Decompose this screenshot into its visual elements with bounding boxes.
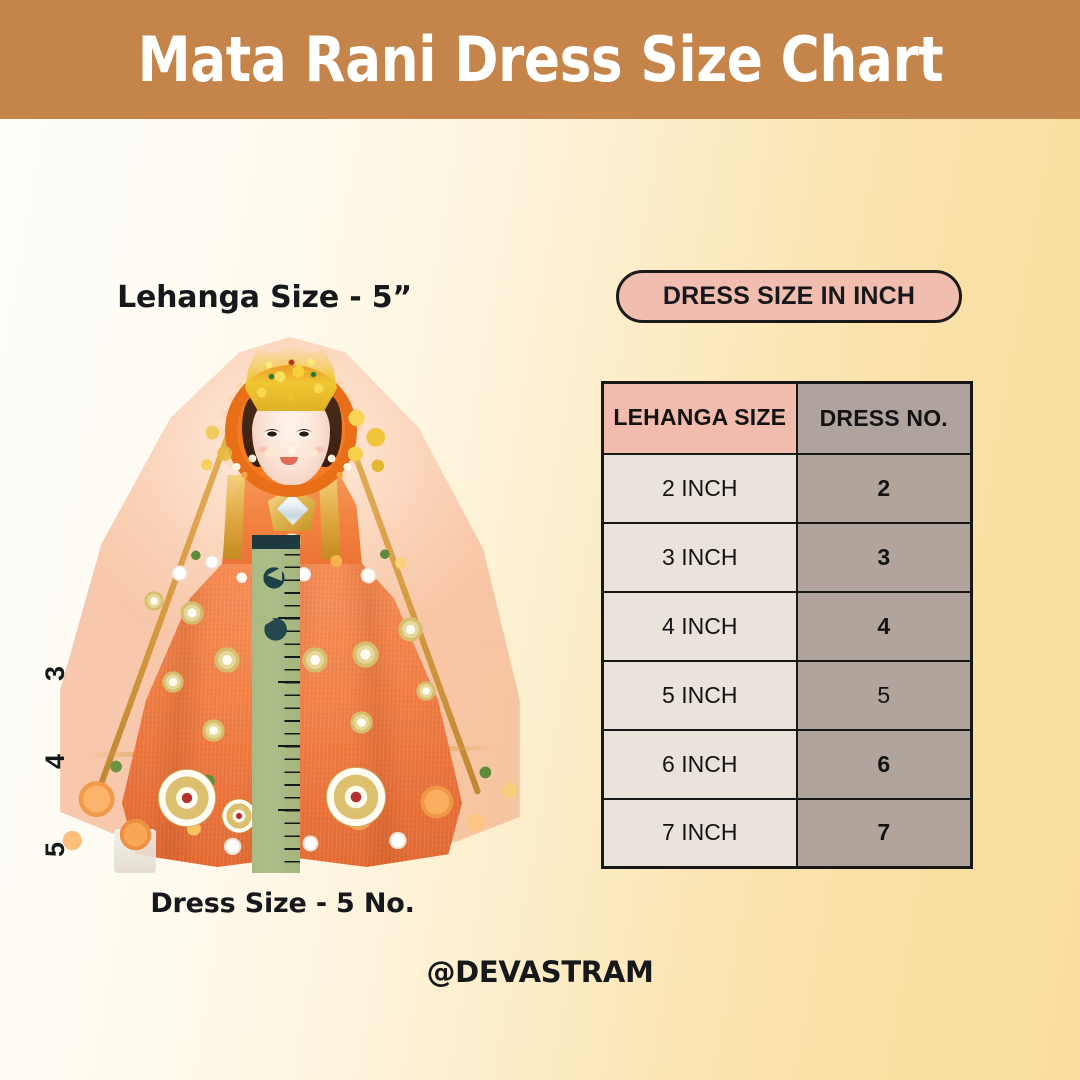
cell-dress-no: 3 [795, 521, 973, 593]
cell-dress-no: 7 [795, 797, 973, 869]
cell-dress-no: 2 [795, 452, 973, 524]
skirt-motif [214, 647, 240, 673]
cell-lehanga-size: 3 INCH [601, 521, 798, 593]
dress-size-caption: Dress Size - 5 No. [150, 888, 415, 919]
crown-mukut [245, 345, 337, 411]
tape-mark-4: 4 [40, 753, 70, 769]
crown-gem-right [310, 371, 317, 378]
table-row: 7 INCH 7 [601, 797, 973, 869]
cell-dress-no: 4 [795, 590, 973, 662]
skirt-motif [398, 617, 423, 642]
cell-lehanga-size: 7 INCH [601, 797, 798, 869]
tape-major-tick [278, 809, 300, 812]
hem-brooch [222, 799, 256, 833]
tape-brand-logo-icon [254, 551, 294, 663]
skirt-motif [350, 711, 373, 734]
tape-mark-3: 3 [40, 665, 70, 681]
skirt-motif [416, 681, 436, 701]
dress-size-badge-label: DRESS SIZE IN INCH [662, 282, 916, 310]
lehanga-size-caption: Lehanga Size - 5” [117, 280, 412, 315]
table-header-row: LEHANGA SIZE DRESS NO. [601, 381, 973, 455]
cell-dress-no: 6 [795, 728, 973, 800]
cell-lehanga-size: 4 INCH [601, 590, 798, 662]
column-header-dress-no: DRESS NO. [795, 381, 973, 455]
header-bar: Mata Rani Dress Size Chart [0, 0, 1080, 119]
mata-rani-idol-photo: 3 4 5 [40, 329, 540, 879]
skirt-motif [302, 647, 328, 673]
table-body: 2 INCH 2 3 INCH 3 4 INCH 4 5 INCH 5 6 INCH 6 7 INC… [601, 452, 973, 869]
eye-right [296, 429, 312, 438]
tape-mark-5: 5 [40, 841, 70, 857]
bodice-gold-trim-left [223, 475, 245, 559]
measuring-tape-cap [252, 535, 300, 549]
table-row: 2 INCH 2 [601, 452, 973, 524]
skirt-motif [162, 671, 184, 693]
page-title: Mata Rani Dress Size Chart [137, 22, 943, 96]
table-row: 3 INCH 3 [601, 521, 973, 593]
table-row: 5 INCH 5 [601, 659, 973, 731]
skirt-motif [352, 641, 379, 668]
table-row: 4 INCH 4 [601, 590, 973, 662]
hem-brooch [326, 767, 386, 827]
tape-major-tick [278, 745, 300, 748]
crown-gem-left [268, 373, 275, 380]
pearl-necklace [226, 441, 358, 487]
dress-size-table: LEHANGA SIZE DRESS NO. 2 INCH 2 3 INCH 3 4 I… [601, 381, 973, 869]
hem-brooch [158, 769, 216, 827]
cell-lehanga-size: 6 INCH [601, 728, 798, 800]
cell-lehanga-size: 2 INCH [601, 452, 798, 524]
eye-left [264, 429, 280, 438]
column-header-lehanga-size: LEHANGA SIZE [601, 381, 798, 455]
dress-size-badge: DRESS SIZE IN INCH [616, 270, 962, 323]
table-header: LEHANGA SIZE DRESS NO. [601, 381, 973, 455]
crown-gem-center [288, 359, 295, 366]
skirt-motif [180, 601, 204, 625]
cell-lehanga-size: 5 INCH [601, 659, 798, 731]
brand-handle: @DEVASTRAM [426, 955, 654, 989]
table-row: 6 INCH 6 [601, 728, 973, 800]
cell-dress-no: 5 [795, 659, 973, 731]
product-showcase-panel: Lehanga Size - 5” [0, 119, 585, 1080]
bodice-gold-trim-right [319, 475, 341, 559]
tape-major-tick [278, 681, 300, 684]
